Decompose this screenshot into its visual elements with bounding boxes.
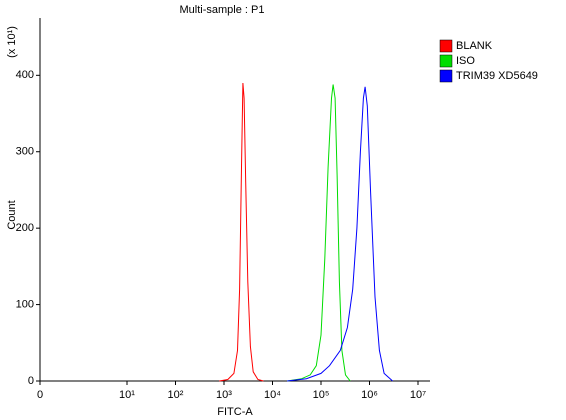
y-tick-label: 100: [16, 298, 34, 310]
histogram-line: [219, 82, 264, 382]
x-tick-label: 10⁶: [361, 389, 378, 401]
x-axis-label: FITC-A: [217, 406, 253, 418]
legend-label: ISO: [456, 55, 475, 67]
x-tick-label: 10⁴: [264, 389, 281, 401]
chart-title: Multi-sample : P1: [180, 4, 265, 16]
y-axis-unit: (x 10¹): [6, 26, 18, 58]
y-tick-label: 400: [16, 69, 34, 81]
legend-swatch: [439, 39, 453, 53]
x-tick-label: 10²: [168, 389, 184, 401]
x-tick-label: 10¹: [119, 389, 135, 401]
legend-swatch: [439, 69, 453, 83]
x-tick-label: 10³: [216, 389, 232, 401]
x-tick-label: 0: [37, 389, 43, 401]
histogram-line: [287, 84, 351, 382]
x-tick-label: 10⁵: [313, 389, 330, 401]
legend-label: BLANK: [456, 40, 493, 52]
legend-label: TRIM39 XD5649: [456, 70, 538, 82]
y-tick-label: 0: [28, 375, 34, 387]
y-tick-label: 200: [16, 222, 34, 234]
histogram-line: [287, 86, 393, 382]
y-axis-label: Count: [6, 200, 18, 229]
legend-swatch: [439, 54, 453, 68]
y-tick-label: 300: [16, 146, 34, 158]
x-tick-label: 10⁷: [410, 389, 426, 401]
